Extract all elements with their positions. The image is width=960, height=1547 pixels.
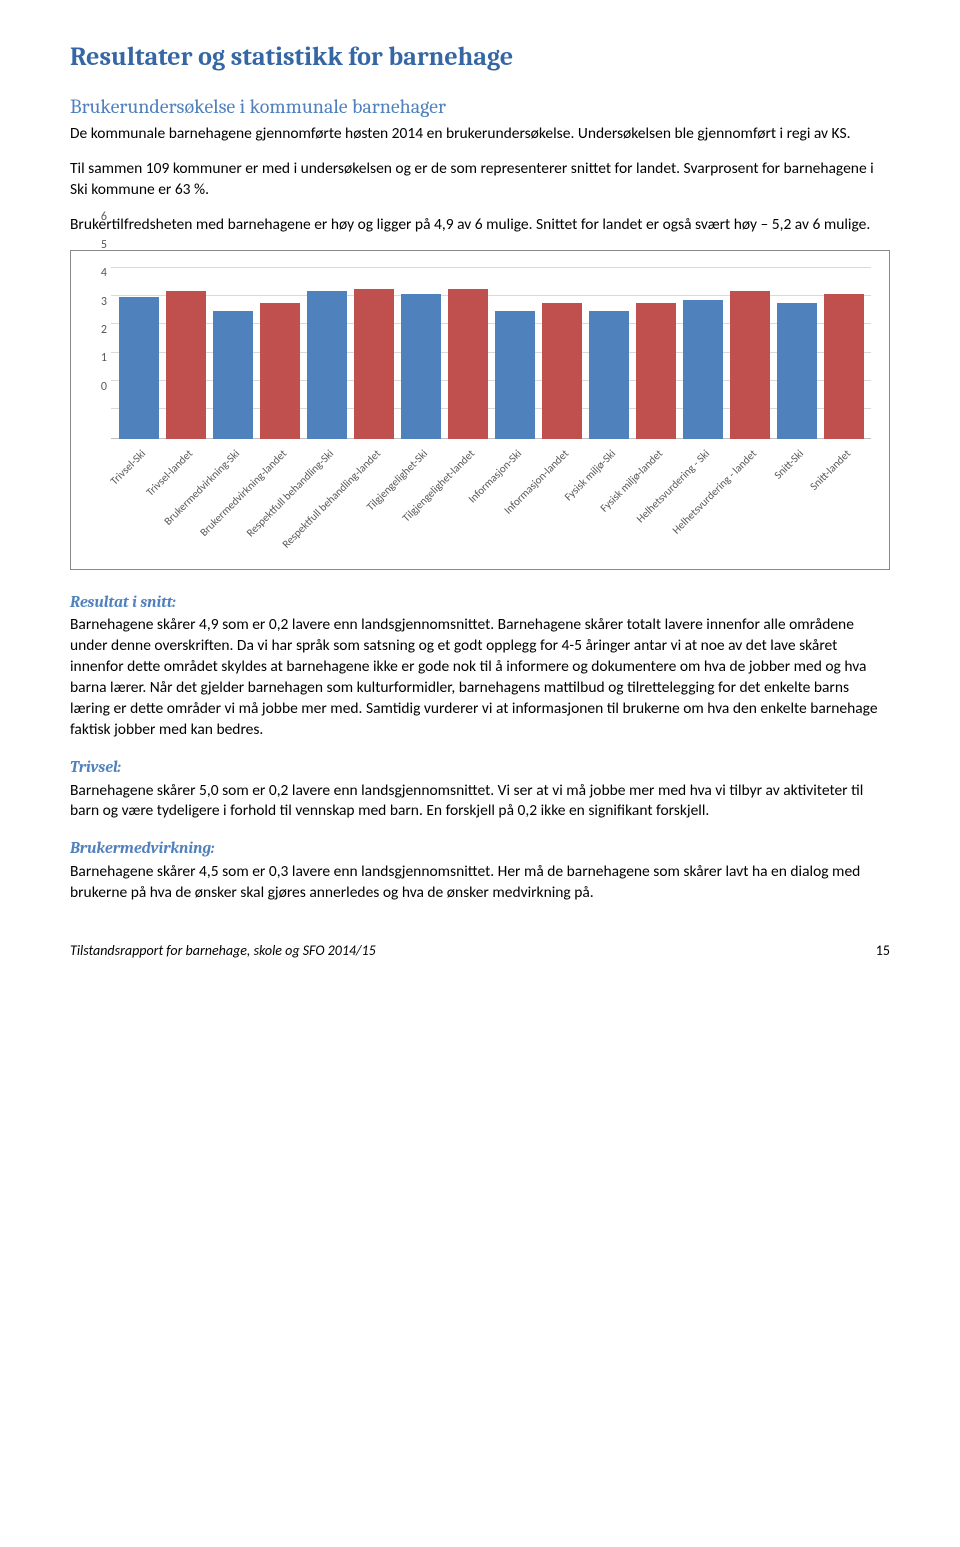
chart-xlabel: Snitt-Ski [771,447,807,483]
chart-bar [260,303,300,439]
chart-xlabel-slot: Snitt-Ski [777,443,817,559]
section-heading: Trivsel: [70,757,890,779]
chart-bar [119,297,159,439]
intro-paragraph-2: Til sammen 109 kommuner er med i undersø… [70,159,890,201]
section-heading-survey: Brukerundersøkelse i kommunale barnehage… [70,93,890,120]
chart-bar [213,311,253,439]
chart-ytick: 6 [89,209,107,329]
chart-bar [730,291,770,438]
chart-bar [307,291,347,438]
section-heading: Resultat i snitt: [70,592,890,614]
chart-bar [589,311,629,439]
section-heading: Brukermedvirkning: [70,838,890,860]
chart-bar [542,303,582,439]
page-title: Resultater og statistikk for barnehage [70,40,890,75]
chart-bar [636,303,676,439]
intro-paragraph-3: Brukertilfredsheten med barnehagene er h… [70,215,890,236]
chart-bar [777,303,817,439]
chart-bar [166,291,206,438]
chart-xlabel-slot: Trivsel-Ski [119,443,159,559]
section-paragraph: Barnehagene skårer 4,9 som er 0,2 lavere… [70,615,890,741]
page-footer: Tilstandsrapport for barnehage, skole og… [70,942,890,961]
chart-bar [683,300,723,439]
chart-bars [111,269,871,439]
chart-bar [401,294,441,439]
chart-bar [495,311,535,439]
chart-xlabel-slot: Snitt-landet [824,443,864,559]
chart-xlabel-slot: Helhetsvurdering - landet [730,443,770,559]
chart-bar [448,289,488,439]
page-number: 15 [876,942,890,961]
intro-paragraph-1: De kommunale barnehagene gjennomførte hø… [70,124,890,145]
chart-gridline [111,267,871,268]
chart-bar [824,294,864,439]
chart-xlabel: Trivsel-Ski [107,447,149,489]
section-paragraph: Barnehagene skårer 4,5 som er 0,3 lavere… [70,862,890,904]
section-paragraph: Barnehagene skårer 5,0 som er 0,2 lavere… [70,781,890,823]
satisfaction-chart: 0123456Trivsel-SkiTrivsel-landetBrukerme… [70,250,890,570]
chart-xlabels: Trivsel-SkiTrivsel-landetBrukermedvirkni… [111,443,871,559]
footer-report-title: Tilstandsrapport for barnehage, skole og… [70,942,376,961]
chart-bar [354,289,394,439]
